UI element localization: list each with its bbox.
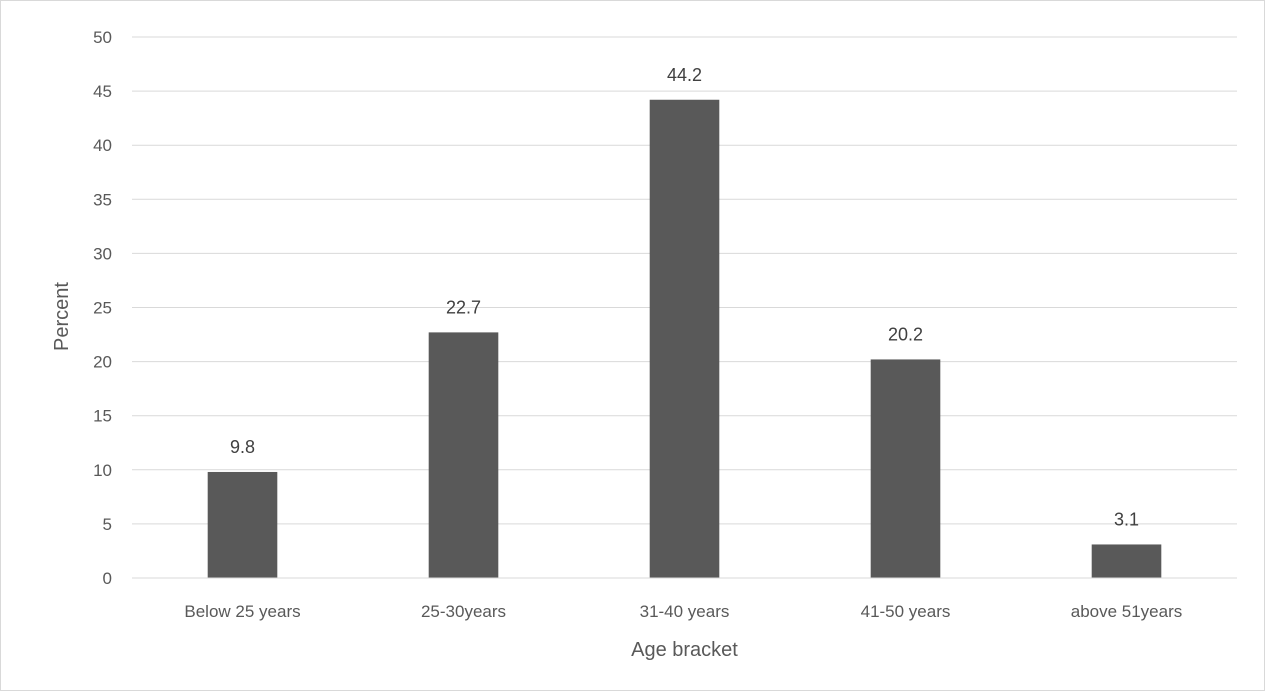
bar [207,471,278,578]
y-tick-label: 45 [93,82,112,101]
y-tick-label: 50 [93,28,112,47]
x-tick-label: 31-40 years [640,602,730,621]
data-labels: 9.8 22.7 44.2 20.2 3.1 [230,65,1139,530]
bar [649,99,720,579]
bar [870,359,941,578]
x-tick-label: 25-30years [421,602,506,621]
x-axis-ticks: Below 25 years 25-30years 31-40 years 41-50… [184,602,1182,621]
x-tick-label: above 51years [1071,602,1183,621]
data-label: 3.1 [1114,509,1139,529]
y-tick-label: 5 [103,515,112,534]
y-tick-label: 10 [93,461,112,480]
y-tick-label: 20 [93,353,112,372]
data-label: 9.8 [230,437,255,457]
y-axis-ticks: 0 5 10 15 20 25 30 35 40 45 50 [93,28,112,588]
data-label: 22.7 [446,297,481,317]
bars [207,99,1162,579]
x-tick-label: 41-50 years [861,602,951,621]
bar [1091,544,1162,578]
bar [428,332,499,578]
y-tick-label: 25 [93,299,112,318]
data-label: 20.2 [888,324,923,344]
y-tick-label: 30 [93,244,112,263]
y-axis-title: Percent [51,282,73,351]
y-tick-label: 15 [93,407,112,426]
y-tick-label: 40 [93,136,112,155]
x-axis-title: Age bracket [631,639,738,661]
data-label: 44.2 [667,65,702,85]
y-tick-label: 35 [93,190,112,209]
y-tick-label: 0 [103,569,112,588]
x-tick-label: Below 25 years [184,602,300,621]
